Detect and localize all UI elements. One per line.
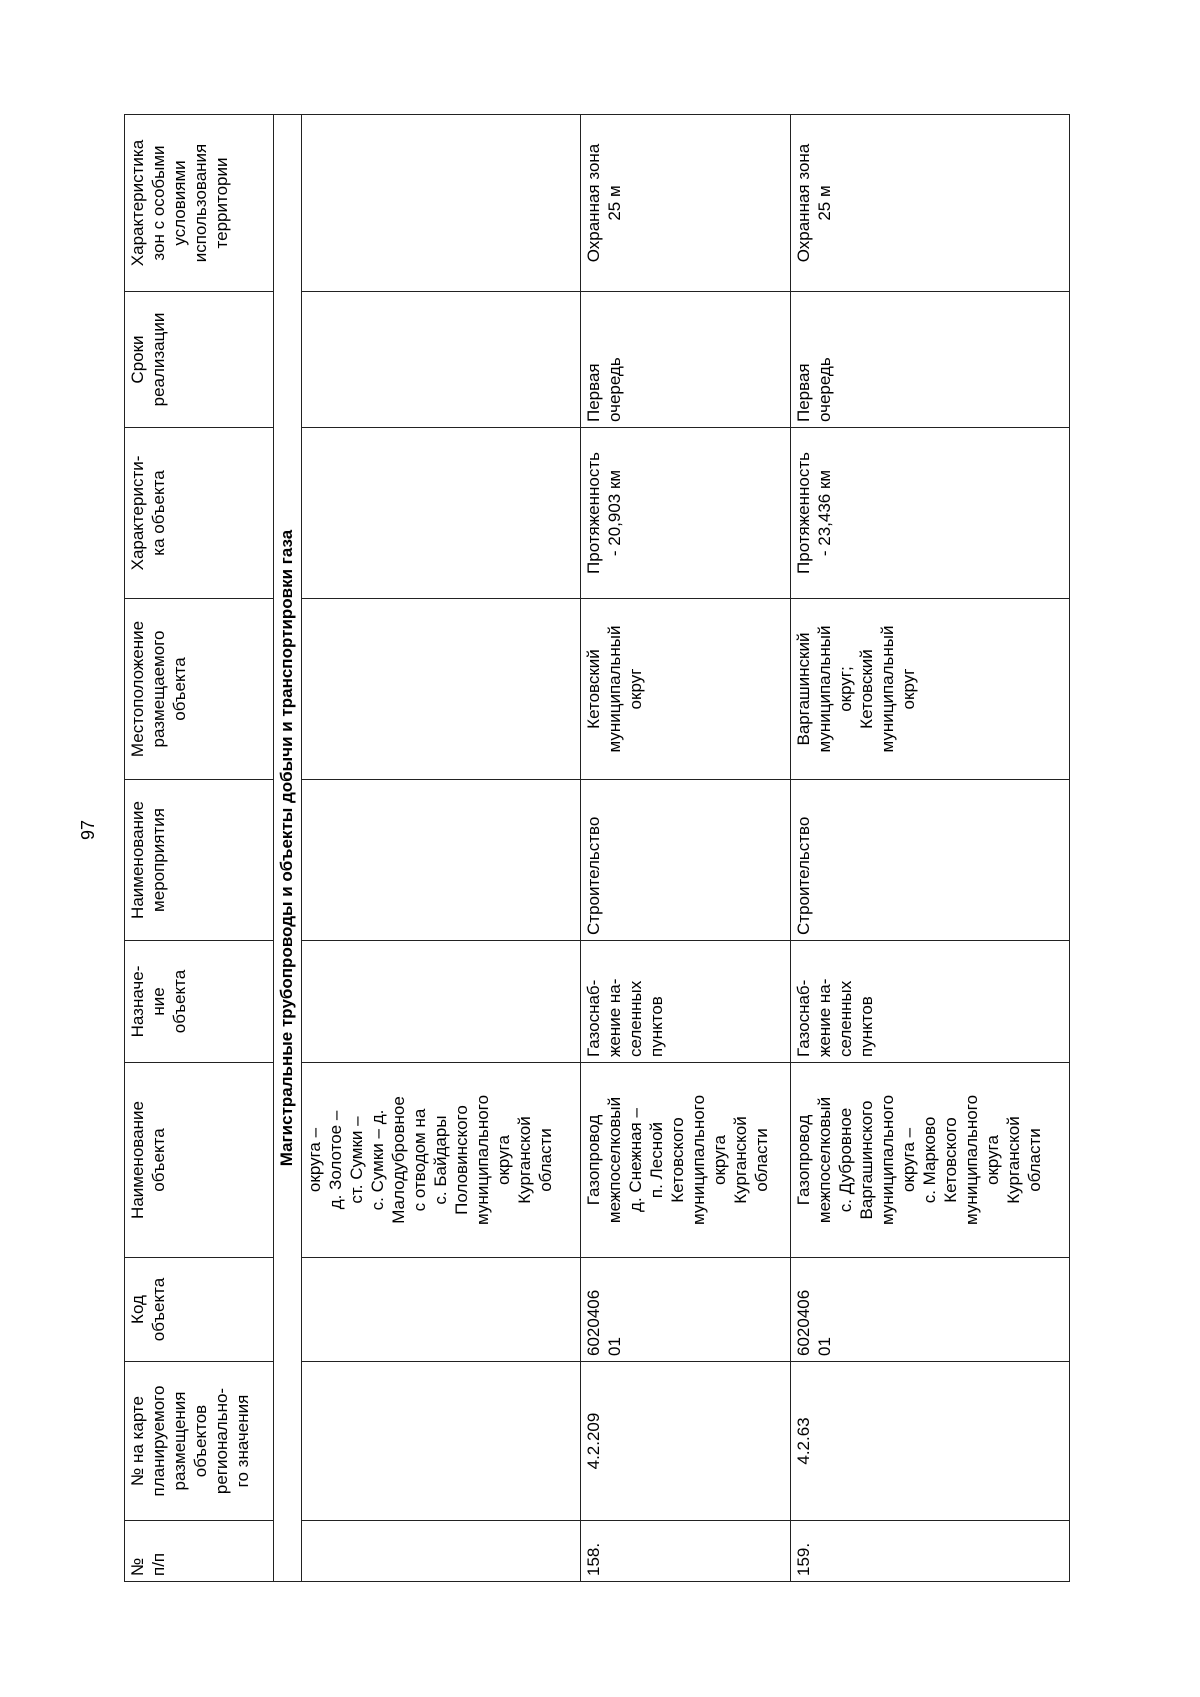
cell-characteristic: Протяженность - 23,436 км: [790, 427, 1070, 599]
header-purpose: Назначе- ние объекта: [124, 940, 274, 1063]
header-name: Наименование объекта: [124, 1062, 274, 1258]
cell-location: Кетовский муниципальный округ: [580, 598, 791, 780]
cell-code: 6020406 01: [790, 1257, 1070, 1362]
header-location: Местоположение размещаемого объекта: [124, 598, 274, 780]
header-row: № п/п № на карте планируемого размещения…: [124, 114, 274, 1582]
section-title: Магистральные трубопроводы и объекты доб…: [273, 114, 302, 1582]
cell-map-num: [301, 1361, 581, 1521]
header-characteristic: Характеристи- ка объекта: [124, 427, 274, 599]
header-code: Код объекта: [124, 1257, 274, 1362]
cell-map-num: 4.2.209: [580, 1361, 791, 1521]
table-row: 158. 4.2.209 6020406 01 Газопровод межпо…: [580, 114, 791, 1582]
cell-map-num: 4.2.63: [790, 1361, 1070, 1521]
cell-name: Газопровод межпоселковый д. Снежная – п.…: [580, 1062, 791, 1258]
cell-action: Строительство: [790, 779, 1070, 941]
header-action: Наименование мероприятия: [124, 779, 274, 941]
cell-code: [301, 1257, 581, 1362]
rotated-table-wrapper: № п/п № на карте планируемого размещения…: [124, 114, 1070, 1582]
header-zone: Характеристика зон с особыми условиями и…: [124, 114, 274, 292]
cell-purpose: Газоснаб- жение на- селенных пунктов: [790, 940, 1070, 1063]
cell-num: 158.: [580, 1520, 791, 1582]
cell-action: Строительство: [580, 779, 791, 941]
header-map-num: № на карте планируемого размещения объек…: [124, 1361, 274, 1521]
table-row: 159. 4.2.63 6020406 01 Газопровод межпос…: [790, 114, 1070, 1582]
table-row: округа – д. Золотое – ст. Сумки – с. Сум…: [301, 114, 581, 1582]
cell-purpose: [301, 940, 581, 1063]
cell-name: округа – д. Золотое – ст. Сумки – с. Сум…: [301, 1062, 581, 1258]
cell-zone: Охранная зона 25 м: [580, 114, 791, 292]
planned-objects-table: № п/п № на карте планируемого размещения…: [124, 114, 1070, 1582]
cell-action: [301, 779, 581, 941]
cell-zone: Охранная зона 25 м: [790, 114, 1070, 292]
page-number: 97: [78, 819, 98, 841]
cell-num: 159.: [790, 1520, 1070, 1582]
header-num: № п/п: [124, 1520, 274, 1582]
cell-name: Газопровод межпоселковый с. Дубровное Ва…: [790, 1062, 1070, 1258]
cell-term: [301, 291, 581, 428]
cell-location: [301, 598, 581, 780]
cell-zone: [301, 114, 581, 292]
cell-code: 6020406 01: [580, 1257, 791, 1362]
cell-term: Первая очередь: [790, 291, 1070, 428]
cell-location: Варгашинский муниципальный округ; Кетовс…: [790, 598, 1070, 780]
cell-num: [301, 1520, 581, 1582]
cell-characteristic: Протяженность - 20,903 км: [580, 427, 791, 599]
cell-term: Первая очередь: [580, 291, 791, 428]
cell-characteristic: [301, 427, 581, 599]
cell-purpose: Газоснаб- жение на- селенных пунктов: [580, 940, 791, 1063]
section-row: Магистральные трубопроводы и объекты доб…: [273, 114, 302, 1582]
header-term: Сроки реализации: [124, 291, 274, 428]
